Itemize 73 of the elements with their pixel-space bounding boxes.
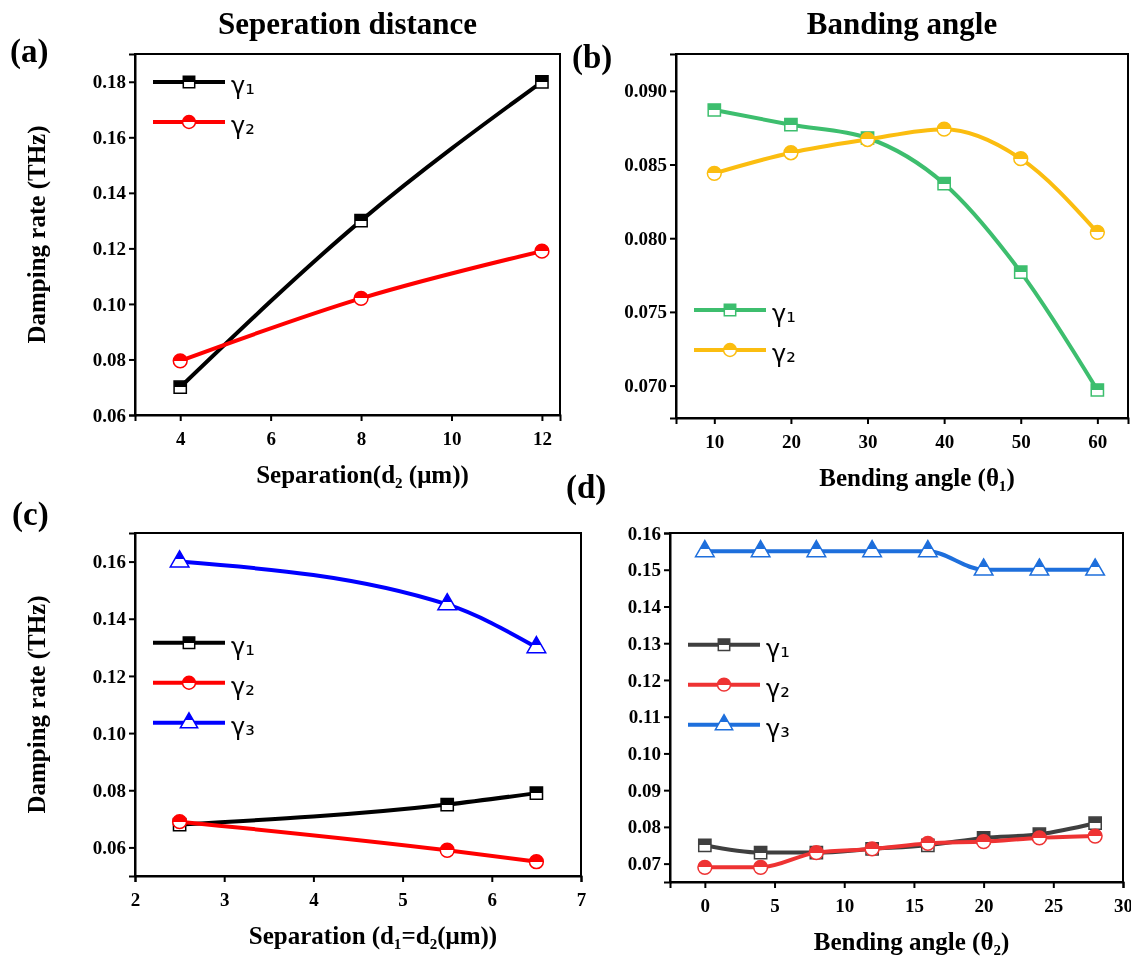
y-tick-label: 0.16 bbox=[627, 522, 661, 544]
x-tick-label: 50 bbox=[1011, 430, 1031, 452]
x-tick-label: 60 bbox=[1088, 430, 1108, 452]
x-axis-title: Bending angle (θ₂) bbox=[813, 928, 1010, 956]
legend-label: γ₁ bbox=[766, 634, 790, 663]
y-tick-label: 0.15 bbox=[627, 559, 661, 581]
legend-label: γ₃ bbox=[231, 712, 255, 741]
x-tick-label: 15 bbox=[904, 894, 924, 916]
text: (a) bbox=[10, 33, 49, 70]
x-tick-label: 12 bbox=[532, 427, 552, 449]
y-tick-label: 0.08 bbox=[627, 816, 661, 838]
y-axis-title: Damping rate (THz) bbox=[23, 125, 51, 344]
x-axis-title: Separation(d₂ (μm)) bbox=[256, 461, 469, 489]
y-tick-label: 0.13 bbox=[627, 632, 661, 654]
legend-label: γ₂ bbox=[766, 674, 790, 703]
x-tick-label: 5 bbox=[770, 894, 780, 916]
y-tick-label: 0.08 bbox=[92, 779, 126, 801]
legend-label: γ₃ bbox=[766, 714, 790, 743]
y-tick-label: 0.075 bbox=[624, 301, 667, 323]
x-tick-label: 6 bbox=[266, 427, 276, 449]
x-tick-label: 30 bbox=[858, 430, 878, 452]
y-tick-label: 0.10 bbox=[627, 743, 661, 764]
legend-label: γ₁ bbox=[231, 632, 255, 661]
legend-label: γ₂ bbox=[231, 672, 255, 701]
x-tick-label: 5 bbox=[398, 888, 408, 910]
text: (d) bbox=[566, 469, 607, 506]
x-axis-title: Bending angle (θ₁) bbox=[819, 464, 1015, 492]
legend-label: γ₂ bbox=[772, 340, 796, 368]
y-tick-label: 0.06 bbox=[92, 837, 126, 858]
x-tick-label: 20 bbox=[974, 894, 994, 916]
x-tick-label: 40 bbox=[935, 430, 955, 452]
y-tick-label: 0.16 bbox=[92, 551, 126, 573]
x-tick-label: 7 bbox=[576, 888, 587, 910]
x-tick-label: 10 bbox=[835, 894, 855, 916]
y-tick-label: 0.14 bbox=[92, 182, 127, 204]
y-tick-label: 0.085 bbox=[624, 154, 667, 176]
chart-title: Banding angle bbox=[806, 6, 998, 41]
x-tick-label: 4 bbox=[175, 427, 186, 449]
y-tick-label: 0.090 bbox=[624, 80, 667, 102]
x-tick-label: 2 bbox=[130, 888, 141, 910]
text: (b) bbox=[572, 39, 613, 76]
x-tick-label: 4 bbox=[309, 888, 320, 910]
y-tick-label: 0.070 bbox=[624, 375, 667, 397]
x-tick-label: 8 bbox=[356, 427, 367, 449]
legend-label: γ₁ bbox=[772, 300, 796, 328]
y-tick-label: 0.18 bbox=[92, 71, 126, 93]
y-tick-label: 0.14 bbox=[92, 608, 127, 630]
chart-title: Seperation distance bbox=[217, 6, 478, 41]
y-tick-label: 0.06 bbox=[92, 404, 126, 426]
y-axis-title: Damping rate (THz) bbox=[23, 595, 51, 814]
y-tick-label: 0.10 bbox=[92, 722, 126, 744]
y-tick-label: 0.080 bbox=[624, 227, 667, 249]
y-tick-label: 0.07 bbox=[627, 853, 662, 875]
x-tick-label: 3 bbox=[219, 888, 230, 910]
x-tick-label: 6 bbox=[487, 888, 498, 910]
x-tick-label: 25 bbox=[1044, 894, 1064, 916]
y-tick-label: 0.10 bbox=[92, 293, 126, 315]
legend-label: γ₂ bbox=[231, 112, 255, 140]
y-tick-label: 0.14 bbox=[627, 596, 662, 618]
x-tick-label: 10 bbox=[442, 427, 462, 449]
y-tick-label: 0.12 bbox=[92, 237, 126, 259]
y-tick-label: 0.11 bbox=[628, 706, 661, 728]
y-tick-label: 0.12 bbox=[627, 669, 661, 691]
text: (c) bbox=[12, 496, 49, 533]
y-tick-label: 0.08 bbox=[92, 349, 126, 371]
legend-label: γ₁ bbox=[231, 72, 255, 100]
y-tick-label: 0.09 bbox=[627, 779, 661, 801]
x-tick-label: 10 bbox=[705, 430, 725, 452]
y-tick-label: 0.16 bbox=[92, 126, 126, 148]
x-tick-label: 0 bbox=[700, 894, 711, 916]
x-axis-title: Separation (d₁=d₂(μm)) bbox=[248, 922, 498, 950]
y-tick-label: 0.12 bbox=[92, 665, 126, 687]
x-tick-label: 20 bbox=[781, 430, 801, 452]
